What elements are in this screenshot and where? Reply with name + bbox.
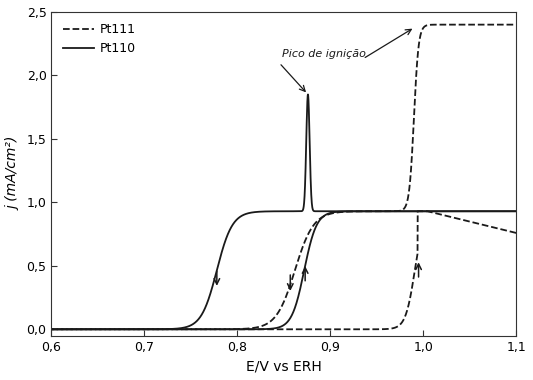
Pt111 [327, 212, 333, 216]
Pt110 [305, 92, 311, 97]
Y-axis label: j (mA/cm²): j (mA/cm²) [7, 137, 21, 211]
Pt111 [395, 209, 401, 213]
Pt110 [133, 327, 139, 332]
Pt111 [513, 22, 519, 27]
Pt111 [351, 209, 357, 214]
Pt110 [395, 209, 401, 214]
Pt111 [430, 22, 437, 27]
Pt110 [351, 209, 357, 214]
Pt111 [48, 327, 54, 332]
X-axis label: E/V vs ERH: E/V vs ERH [246, 359, 321, 373]
Pt111 [133, 327, 139, 332]
Pt110 [431, 209, 437, 214]
Legend: Pt111, Pt110: Pt111, Pt110 [58, 18, 141, 60]
Pt110 [513, 209, 519, 214]
Pt110 [327, 209, 334, 214]
Pt110 [48, 327, 54, 332]
Line: Pt111: Pt111 [51, 25, 516, 329]
Text: Pico de ignição: Pico de ignição [282, 49, 366, 59]
Pt110 [226, 230, 232, 234]
Pt111 [226, 327, 232, 331]
Line: Pt110: Pt110 [51, 95, 516, 329]
